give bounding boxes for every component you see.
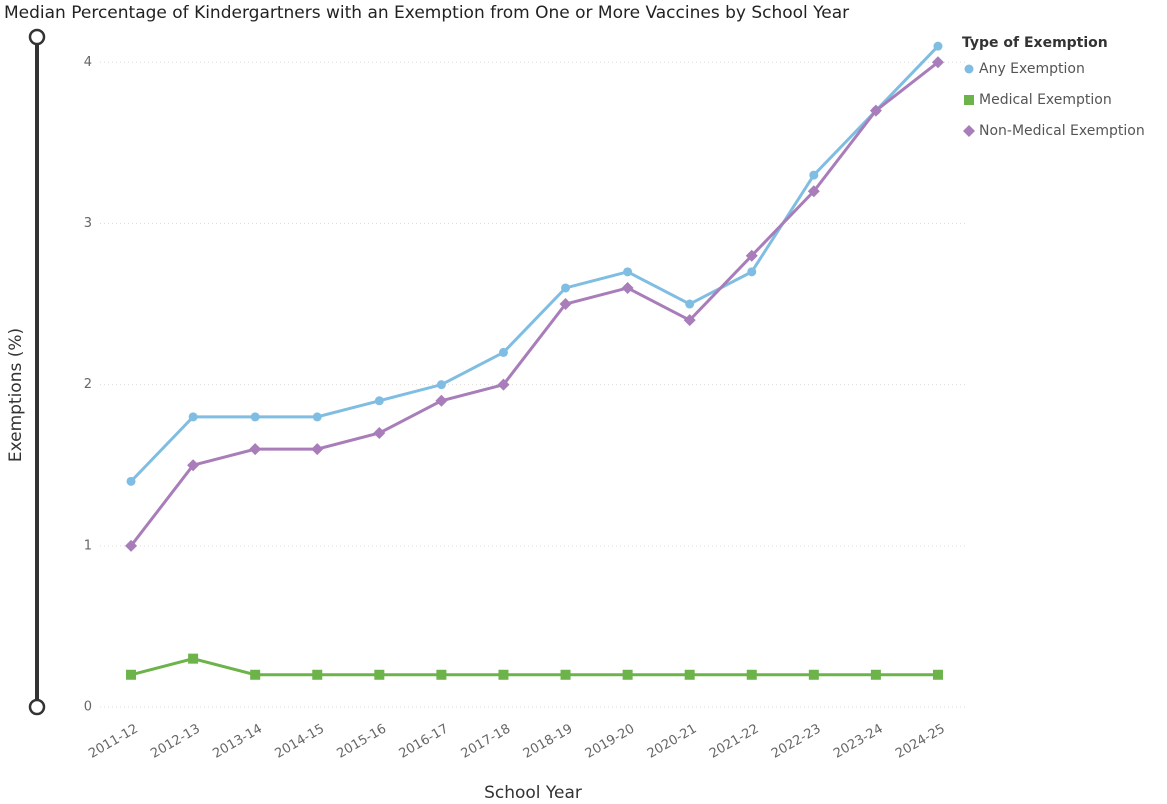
- marker: [747, 267, 757, 277]
- legend-label: Any Exemption: [979, 61, 1085, 77]
- x-tick-label: 2012-13: [148, 722, 203, 762]
- line: [130, 657, 938, 677]
- marker: [374, 669, 385, 680]
- marker: [125, 539, 138, 552]
- marker: [560, 669, 571, 680]
- x-axis-title: School Year: [484, 783, 582, 803]
- y-tick-label: 4: [84, 55, 92, 70]
- marker: [807, 185, 820, 198]
- slider-handle[interactable]: [28, 28, 46, 46]
- marker: [685, 299, 695, 309]
- series: [126, 41, 943, 486]
- x-tick-label: 2017-18: [459, 722, 514, 762]
- marker: [963, 125, 975, 137]
- marker: [436, 380, 446, 390]
- x-tick-label: 2021-22: [707, 722, 762, 762]
- marker: [870, 669, 881, 680]
- legend-item: Non-Medical Exemption: [963, 123, 1145, 139]
- marker: [126, 669, 137, 680]
- x-tick-label: 2023-24: [831, 722, 886, 762]
- marker: [746, 669, 757, 680]
- x-tick-label: 2015-16: [335, 722, 390, 762]
- line: [129, 61, 939, 547]
- marker: [809, 170, 819, 180]
- slider-handle[interactable]: [28, 698, 46, 716]
- x-tick-label: 2014-15: [272, 722, 327, 762]
- x-tick-label: 2013-14: [210, 722, 265, 762]
- x-tick-label: 2019-20: [583, 722, 638, 762]
- y-tick-label: 3: [84, 216, 92, 231]
- marker: [249, 443, 262, 456]
- x-tick-label: 2020-21: [645, 722, 700, 762]
- range-slider[interactable]: [28, 28, 46, 716]
- marker: [373, 427, 386, 439]
- y-tick-label: 0: [84, 700, 92, 715]
- y-axis-title: Exemptions (%): [6, 328, 26, 462]
- x-tick-label: 2022-23: [769, 722, 824, 762]
- marker: [126, 476, 136, 486]
- marker: [436, 669, 447, 680]
- marker: [250, 669, 261, 680]
- marker: [964, 64, 974, 74]
- legend-item: Medical Exemption: [964, 92, 1112, 108]
- marker: [312, 669, 323, 680]
- marker: [561, 283, 571, 293]
- x-tick-label: 2024-25: [893, 722, 948, 762]
- x-tick-label: 2018-19: [521, 722, 576, 762]
- marker: [621, 281, 634, 294]
- marker: [964, 95, 974, 105]
- marker: [312, 412, 322, 422]
- legend-label: Medical Exemption: [979, 92, 1112, 108]
- marker: [498, 347, 508, 357]
- marker: [187, 459, 200, 472]
- legend-label: Non-Medical Exemption: [979, 123, 1145, 139]
- marker: [250, 412, 260, 422]
- marker: [622, 669, 633, 680]
- marker: [623, 267, 633, 277]
- series: [126, 653, 943, 680]
- series: [125, 56, 944, 552]
- marker: [498, 669, 509, 680]
- line: [129, 45, 940, 483]
- y-tick-label: 2: [84, 377, 92, 392]
- marker: [745, 249, 758, 262]
- marker: [497, 378, 510, 391]
- marker: [435, 394, 448, 407]
- y-tick-label: 1: [84, 538, 92, 553]
- marker: [808, 669, 819, 680]
- legend-item: Any Exemption: [964, 61, 1085, 77]
- marker: [188, 412, 198, 422]
- legend-title: Type of Exemption: [962, 35, 1108, 51]
- chart-title: Median Percentage of Kindergartners with…: [4, 3, 849, 23]
- marker: [869, 104, 882, 117]
- marker: [374, 396, 384, 406]
- marker: [933, 41, 943, 51]
- marker: [684, 669, 695, 680]
- marker: [931, 56, 944, 69]
- marker: [188, 653, 199, 664]
- x-tick-label: 2016-17: [397, 722, 452, 762]
- x-tick-label: 2011-12: [86, 722, 141, 762]
- marker: [683, 314, 696, 327]
- marker: [932, 669, 943, 680]
- marker: [311, 443, 324, 456]
- marker: [559, 298, 572, 311]
